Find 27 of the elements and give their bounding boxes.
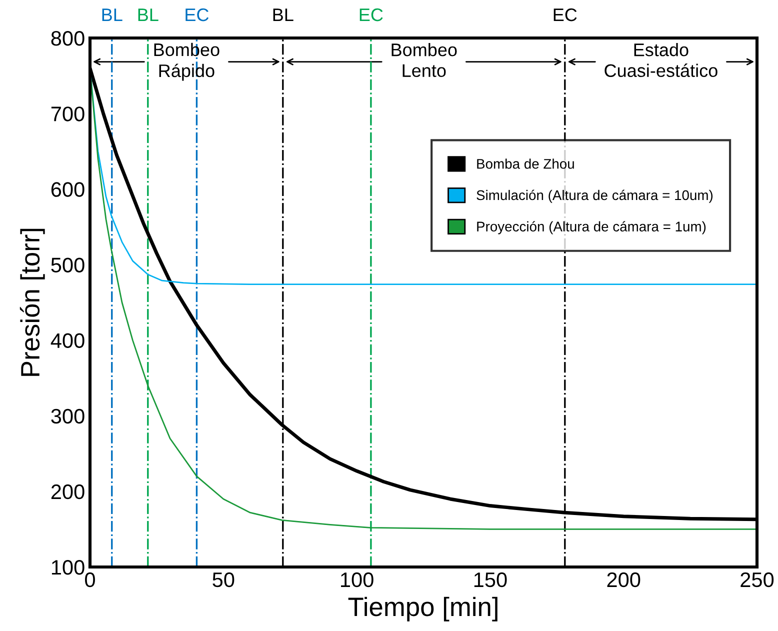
annotation: Estado Cuasi-estático	[604, 43, 718, 78]
annotation: Bombeo Lento	[392, 43, 457, 78]
ref-line-label: EC	[554, 8, 577, 22]
ref-line-label: BL	[138, 8, 158, 22]
x-tick-label: 100	[341, 572, 374, 588]
y-tick-label: 600	[51, 182, 84, 197]
x-axis-title: Tiempo [min]	[348, 596, 498, 622]
y-tick-label: 700	[51, 106, 84, 122]
y-tick-label: 800	[51, 31, 84, 46]
legend-label: Proyección (Altura de cámara = 1um)	[477, 221, 706, 234]
ref-line-label: EC	[186, 8, 209, 22]
x-tick-label: 150	[474, 572, 507, 588]
y-tick-label: 100	[52, 560, 84, 575]
x-tick-label: 0	[85, 572, 95, 588]
ref-line-label: BL	[102, 8, 122, 22]
y-tick-label: 500	[51, 258, 84, 272]
y-tick-label: 300	[51, 408, 84, 424]
legend-label: Bomba de Zhou	[477, 158, 574, 169]
legend-label: Simulación (Altura de cámara = 10um)	[476, 190, 713, 203]
ref-line-label: BL	[273, 8, 294, 22]
y-axis-title: Presión [torr]	[20, 228, 45, 376]
x-tick-label: 250	[740, 572, 774, 588]
y-tick-label: 200	[51, 484, 84, 500]
ref-line-label: EC	[360, 8, 383, 22]
x-tick-label: 200	[607, 572, 640, 588]
y-tick-label: 400	[50, 333, 84, 348]
x-tick-label: 50	[212, 572, 234, 588]
